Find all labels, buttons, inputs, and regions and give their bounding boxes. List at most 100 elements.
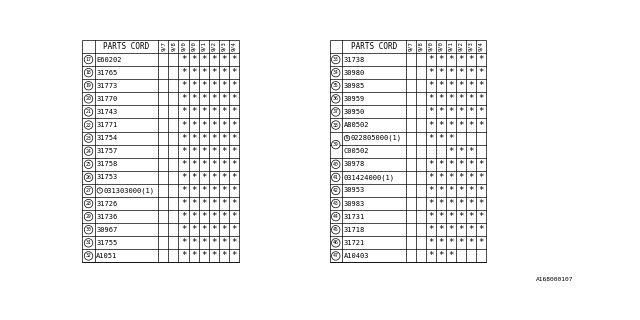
Bar	[83, 40, 239, 262]
Text: 031424000(1): 031424000(1)	[344, 174, 394, 180]
Text: *: *	[221, 134, 227, 143]
Text: *: *	[180, 186, 186, 195]
Text: *: *	[221, 186, 227, 195]
Text: *: *	[191, 121, 196, 130]
Text: *: *	[478, 108, 484, 116]
Text: *: *	[211, 121, 216, 130]
Circle shape	[84, 121, 93, 129]
Text: *: *	[458, 186, 463, 195]
Circle shape	[84, 134, 93, 142]
Text: *: *	[478, 121, 484, 130]
Text: *: *	[221, 81, 227, 90]
Text: 32: 32	[86, 253, 92, 259]
Text: *: *	[458, 173, 463, 182]
Text: *: *	[191, 134, 196, 143]
Text: *: *	[458, 94, 463, 103]
Text: A80502: A80502	[344, 122, 369, 128]
Text: C00502: C00502	[344, 148, 369, 154]
Text: *: *	[231, 252, 237, 260]
Text: *: *	[201, 81, 206, 90]
Text: *: *	[468, 108, 474, 116]
Text: *: *	[231, 108, 237, 116]
Text: *: *	[438, 81, 444, 90]
Text: *: *	[468, 199, 474, 208]
Text: *: *	[180, 252, 186, 260]
Text: *: *	[468, 55, 474, 64]
Text: 37: 37	[333, 109, 339, 115]
Text: *: *	[428, 121, 433, 130]
Text: 46: 46	[333, 240, 339, 245]
Text: PARTS CORD: PARTS CORD	[104, 42, 150, 51]
Text: 9/4: 9/4	[231, 42, 236, 51]
Text: *: *	[448, 147, 454, 156]
Circle shape	[84, 160, 93, 169]
Text: *: *	[211, 225, 216, 234]
Circle shape	[84, 95, 93, 103]
Circle shape	[332, 226, 340, 234]
Text: *: *	[468, 68, 474, 77]
Text: *: *	[428, 160, 433, 169]
Circle shape	[332, 212, 340, 221]
Text: A1051: A1051	[96, 253, 118, 259]
Text: *: *	[428, 252, 433, 260]
Text: *: *	[201, 212, 206, 221]
Text: 31758: 31758	[96, 161, 118, 167]
Text: *: *	[428, 225, 433, 234]
Text: 31: 31	[86, 240, 92, 245]
Text: 27: 27	[86, 188, 92, 193]
Text: 9/0: 9/0	[181, 42, 186, 51]
Circle shape	[84, 212, 93, 221]
Text: *: *	[478, 94, 484, 103]
Text: 31753: 31753	[96, 174, 118, 180]
Text: *: *	[448, 134, 454, 143]
Text: 33: 33	[333, 57, 339, 62]
Text: 30980: 30980	[344, 70, 365, 76]
Text: *: *	[478, 238, 484, 247]
Text: 31754: 31754	[96, 135, 118, 141]
Text: 17: 17	[86, 57, 92, 62]
Text: 23: 23	[86, 136, 92, 140]
Text: *: *	[428, 199, 433, 208]
Text: *: *	[191, 94, 196, 103]
Text: *: *	[448, 225, 454, 234]
Circle shape	[332, 121, 340, 129]
Text: *: *	[458, 68, 463, 77]
Text: *: *	[201, 134, 206, 143]
Text: 18: 18	[86, 70, 92, 75]
Circle shape	[84, 68, 93, 77]
Circle shape	[332, 82, 340, 90]
Text: *: *	[211, 134, 216, 143]
Text: 9/0: 9/0	[438, 42, 444, 51]
Text: PARTS CORD: PARTS CORD	[351, 42, 397, 51]
Text: *: *	[191, 238, 196, 247]
Text: 45: 45	[333, 227, 339, 232]
Circle shape	[84, 186, 93, 195]
Text: 35: 35	[333, 83, 339, 88]
Circle shape	[332, 252, 340, 260]
Text: 9/1: 9/1	[201, 42, 206, 51]
Text: *: *	[478, 81, 484, 90]
Text: *: *	[221, 121, 227, 130]
Text: *: *	[180, 173, 186, 182]
Text: *: *	[448, 121, 454, 130]
Text: *: *	[428, 238, 433, 247]
Text: *: *	[438, 68, 444, 77]
Text: 47: 47	[333, 253, 339, 259]
Text: *: *	[211, 160, 216, 169]
Text: 25: 25	[86, 162, 92, 167]
Text: 31765: 31765	[96, 70, 118, 76]
Text: 20: 20	[86, 96, 92, 101]
Text: *: *	[448, 160, 454, 169]
Text: *: *	[231, 81, 237, 90]
Text: 22: 22	[86, 123, 92, 128]
Text: *: *	[201, 199, 206, 208]
Text: *: *	[438, 199, 444, 208]
Text: *: *	[468, 173, 474, 182]
Text: *: *	[211, 108, 216, 116]
Text: *: *	[448, 186, 454, 195]
Text: *: *	[231, 212, 237, 221]
Text: 38: 38	[333, 123, 339, 128]
Text: 30: 30	[86, 227, 92, 232]
Text: 31721: 31721	[344, 240, 365, 246]
Text: 36: 36	[333, 96, 339, 101]
